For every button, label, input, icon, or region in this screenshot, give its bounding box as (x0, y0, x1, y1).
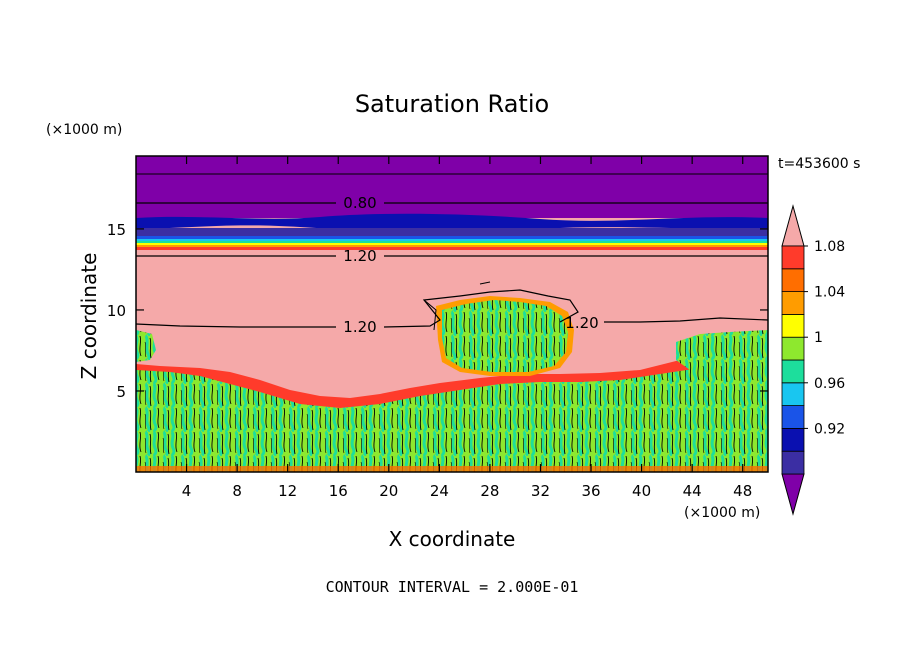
band-orange (136, 245, 768, 247)
x-tick-label: 24 (430, 482, 449, 500)
y-unit-label: (×1000 m) (46, 122, 122, 138)
colorbar-label: 1 (814, 330, 823, 346)
x-axis: 4 8 12 16 20 24 28 32 36 40 44 48 (182, 156, 752, 500)
colorbar-swatch (781, 405, 805, 429)
colorbar-swatch (781, 313, 805, 338)
x-tick-label: 20 (379, 482, 398, 500)
y-axis-label: Z coordinate (77, 253, 101, 380)
x-tick-label: 36 (581, 482, 600, 500)
band-blue (136, 236, 768, 239)
contour-label-1: 0.80 (343, 194, 376, 212)
colorbar-swatch (781, 336, 805, 361)
contour-labels: 0.80 1.20 1.20 1.20 (343, 194, 598, 336)
upper-dry-layer (136, 156, 768, 218)
band-red (136, 247, 768, 250)
colorbar-swatch (781, 382, 805, 406)
contour-label-3: 1.20 (343, 318, 376, 336)
colorbar-label: 1.08 (814, 239, 845, 255)
x-unit-label: (×1000 m) (684, 505, 760, 521)
colorbar-min-triangle (781, 473, 805, 516)
dark-band (136, 213, 768, 232)
x-axis-label: X coordinate (389, 527, 516, 551)
surface-red (136, 466, 768, 472)
contour-interval-footer: CONTOUR INTERVAL = 2.000E-01 (326, 578, 579, 596)
contour-120-cloudtop (423, 281, 491, 331)
x-tick-label: 40 (632, 482, 651, 500)
x-tick-label: 48 (733, 482, 752, 500)
colorbar-swatch (781, 268, 805, 292)
colorbar-label: 0.92 (814, 421, 845, 437)
colorbar-swatch (781, 291, 805, 315)
contour-label-2: 1.20 (343, 247, 376, 265)
colorbar-swatch (781, 245, 805, 270)
x-tick-label: 44 (683, 482, 702, 500)
x-tick-label: 16 (329, 482, 348, 500)
left-cell (136, 330, 156, 362)
band-purple-2 (136, 228, 768, 236)
colorbar-swatch (781, 427, 805, 452)
x-tick-label: 8 (232, 482, 242, 500)
contour-label-4: 1.20 (565, 314, 598, 332)
y-axis: 5 10 15 (107, 221, 768, 401)
colorbar-label: 1.04 (814, 285, 845, 301)
y-tick-label: 5 (116, 383, 126, 401)
colorbar-swatch (781, 450, 805, 475)
x-tick-label: 4 (182, 482, 192, 500)
band-cyan (136, 239, 768, 241)
contour-120-mid (136, 289, 768, 328)
plot-frame (135, 155, 769, 473)
plot-area (136, 156, 768, 472)
time-label: t=453600 s (778, 156, 860, 172)
colorbar-max-triangle (781, 204, 805, 247)
colorbar: 0.92 0.96 1 1.04 1.08 (781, 204, 845, 516)
y-tick-label: 10 (107, 302, 126, 320)
chart-title: Saturation Ratio (355, 90, 549, 118)
right-cell (676, 330, 768, 376)
x-tick-label: 12 (278, 482, 297, 500)
boundary-layer-cells (136, 362, 768, 472)
y-tick-label: 15 (107, 221, 126, 239)
x-tick-label: 28 (480, 482, 499, 500)
band-yellow (136, 243, 768, 245)
colorbar-swatch (781, 359, 805, 384)
band-green (136, 241, 768, 243)
cloud-cell (442, 300, 568, 372)
colorbar-label: 0.96 (814, 376, 845, 392)
x-tick-label: 32 (531, 482, 550, 500)
